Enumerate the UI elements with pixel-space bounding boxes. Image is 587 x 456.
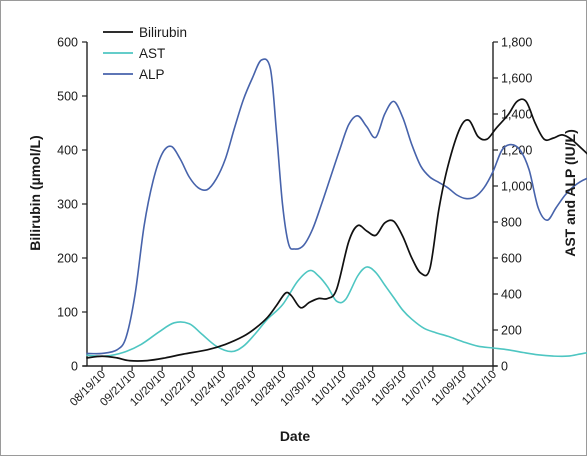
y-right-tick-label: 400 (501, 288, 522, 302)
y-right-tick-label: 1,400 (501, 108, 532, 122)
y-left-tick-label: 300 (57, 198, 78, 212)
y-axis-left-title: Bilirubin (µmol/L) (27, 135, 43, 250)
y-right-tick-label: 200 (501, 324, 522, 338)
y-axis-right-title: AST and ALP (IU/L) (562, 129, 578, 257)
series-line-bilirubin (86, 98, 587, 362)
y-left-tick-label: 0 (71, 360, 78, 374)
legend-label-ast: AST (139, 46, 165, 61)
y-right-tick-label: 1,800 (501, 36, 532, 50)
y-left-tick-label: 500 (57, 90, 78, 104)
y-right-tick-label: 600 (501, 252, 522, 266)
x-axis-title: Date (280, 428, 311, 444)
y-right-tick-label: 1,000 (501, 180, 532, 194)
y-right-tick-label: 1,200 (501, 144, 532, 158)
y-left-tick-label: 100 (57, 306, 78, 320)
series-line-ast (86, 266, 587, 358)
y-right-tick-label: 800 (501, 216, 522, 230)
series-layer (86, 58, 587, 362)
series-line-alp (86, 58, 587, 355)
legend-label-alp: ALP (139, 67, 165, 82)
legend: Bilirubin AST ALP (103, 25, 187, 82)
axes: 0 100 200 300 400 500 600 0 200 400 600 800 1,000 1,2… (57, 36, 532, 409)
y-left-tick-label: 600 (57, 36, 78, 50)
y-left-tick-label: 200 (57, 252, 78, 266)
y-left-tick-label: 400 (57, 144, 78, 158)
legend-label-bilirubin: Bilirubin (139, 25, 187, 40)
y-right-tick-label: 0 (501, 360, 508, 374)
y-right-tick-label: 1,600 (501, 72, 532, 86)
